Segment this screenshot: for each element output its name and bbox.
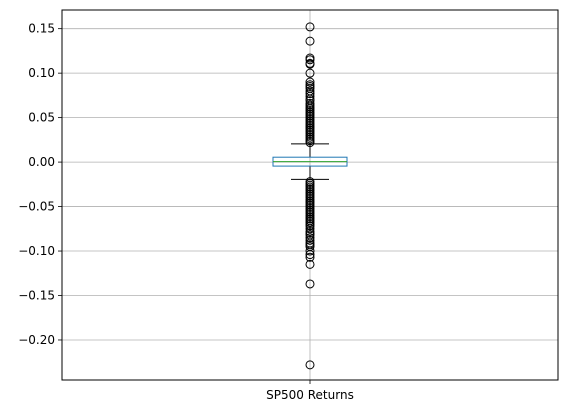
- outlier-point: [305, 259, 315, 269]
- outlier-point: [305, 138, 315, 148]
- y-tick-label: −0.10: [18, 244, 55, 258]
- y-tick-label: 0.10: [28, 66, 55, 80]
- x-tick-label: SP500 Returns: [266, 388, 354, 402]
- outlier-point: [305, 68, 315, 78]
- outlier-point: [305, 233, 315, 243]
- outlier-point: [305, 250, 315, 260]
- outlier-point: [305, 235, 315, 245]
- y-tick-label: −0.20: [18, 333, 55, 347]
- outlier-point: [305, 59, 315, 69]
- x-axis: SP500 Returns: [266, 380, 354, 402]
- y-tick-label: 0.15: [28, 22, 55, 36]
- outlier-point: [305, 36, 315, 46]
- outlier-point: [305, 252, 315, 262]
- outlier-point: [305, 221, 315, 231]
- y-tick-label: 0.05: [28, 111, 55, 125]
- outlier-point: [305, 77, 315, 87]
- y-tick-label: −0.05: [18, 200, 55, 214]
- outlier-point: [305, 279, 315, 289]
- y-tick-label: 0.00: [28, 155, 55, 169]
- outlier-point: [305, 91, 315, 101]
- outlier-point: [305, 360, 315, 370]
- y-axis: −0.20 −0.15 −0.10 −0.05 0.00 0.05 0.10 0.15: [18, 22, 62, 347]
- box-plot-sp500-returns: [272, 143, 348, 180]
- outlier-point: [305, 224, 315, 234]
- outlier-points: [305, 22, 315, 370]
- outlier-point: [305, 89, 315, 99]
- outlier-point: [305, 22, 315, 32]
- outlier-point: [305, 246, 315, 256]
- outlier-point: [305, 55, 315, 65]
- y-tick-label: −0.15: [18, 289, 55, 303]
